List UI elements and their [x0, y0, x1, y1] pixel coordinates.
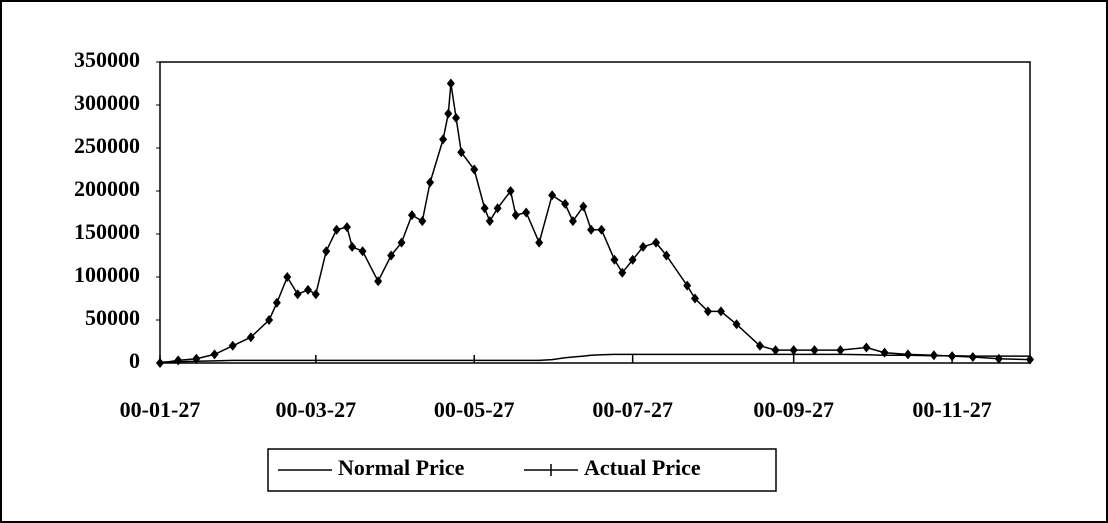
data-point	[332, 224, 341, 235]
y-tick-label: 0	[129, 348, 140, 373]
y-tick-label: 350000	[74, 47, 140, 72]
data-point	[397, 237, 406, 248]
x-tick-label: 00-11-27	[912, 397, 991, 422]
data-point	[789, 345, 798, 356]
data-point	[561, 198, 570, 209]
data-point	[968, 351, 977, 362]
data-point	[929, 350, 938, 361]
data-point	[618, 267, 627, 278]
y-tick-label: 300000	[74, 90, 140, 115]
data-point	[304, 284, 313, 295]
data-point	[322, 246, 331, 257]
x-tick-label: 00-07-27	[592, 397, 673, 422]
data-point	[311, 289, 320, 300]
y-tick-label: 50000	[85, 305, 140, 330]
data-point	[568, 216, 577, 227]
data-point	[265, 315, 274, 325]
data-point	[457, 147, 466, 158]
y-tick-label: 150000	[74, 219, 140, 244]
data-point	[348, 241, 357, 252]
data-point	[439, 134, 448, 145]
data-point	[880, 347, 889, 358]
data-point	[628, 254, 637, 265]
data-point	[522, 207, 531, 218]
data-point	[446, 78, 455, 89]
x-tick-label: 00-09-27	[753, 397, 834, 422]
data-point	[948, 351, 957, 362]
legend	[267, 448, 777, 492]
data-point	[470, 164, 479, 175]
data-point	[156, 358, 164, 368]
data-point	[374, 276, 383, 287]
data-point	[662, 250, 671, 261]
data-point	[210, 349, 219, 360]
data-point	[358, 246, 367, 257]
data-point	[493, 203, 502, 214]
data-point	[272, 297, 281, 308]
data-point	[452, 112, 461, 123]
data-point	[283, 272, 292, 282]
data-point	[836, 345, 845, 356]
data-point	[597, 224, 606, 235]
data-point	[342, 222, 351, 233]
data-point	[192, 353, 201, 364]
data-point	[1026, 354, 1034, 365]
legend-label: Actual Price	[584, 455, 701, 480]
y-tick-label: 200000	[74, 176, 140, 201]
data-point	[903, 349, 912, 360]
data-point	[387, 250, 396, 261]
data-point	[293, 289, 302, 300]
data-point	[652, 237, 661, 248]
data-point	[535, 237, 544, 248]
data-point	[511, 210, 520, 221]
plot-area	[159, 61, 1031, 364]
data-point	[994, 353, 1003, 364]
data-point	[418, 216, 427, 227]
data-point	[246, 332, 255, 343]
y-tick-label: 100000	[74, 262, 140, 287]
legend-label: Normal Price	[338, 455, 465, 480]
data-point	[587, 224, 596, 235]
x-tick-label: 00-03-27	[275, 397, 356, 422]
data-point	[771, 345, 780, 356]
data-point	[639, 241, 648, 252]
data-point	[690, 293, 699, 304]
data-point	[548, 190, 557, 201]
data-point	[579, 201, 588, 212]
data-point	[703, 306, 712, 317]
data-point	[862, 342, 871, 353]
data-point	[444, 108, 453, 119]
x-tick-label: 00-05-27	[434, 397, 515, 422]
data-point	[228, 340, 237, 351]
data-point	[426, 177, 435, 188]
data-point	[716, 306, 725, 317]
data-point	[610, 254, 619, 265]
data-point	[485, 216, 494, 227]
data-point	[480, 203, 489, 214]
data-point	[755, 340, 764, 351]
data-point	[683, 280, 692, 291]
data-point	[174, 355, 183, 366]
data-point	[407, 210, 416, 221]
x-tick-label: 00-01-27	[120, 397, 201, 422]
data-point	[810, 345, 819, 356]
data-point	[732, 319, 741, 330]
data-point	[506, 186, 515, 196]
series-line	[159, 353, 1030, 363]
y-tick-label: 250000	[74, 133, 140, 158]
